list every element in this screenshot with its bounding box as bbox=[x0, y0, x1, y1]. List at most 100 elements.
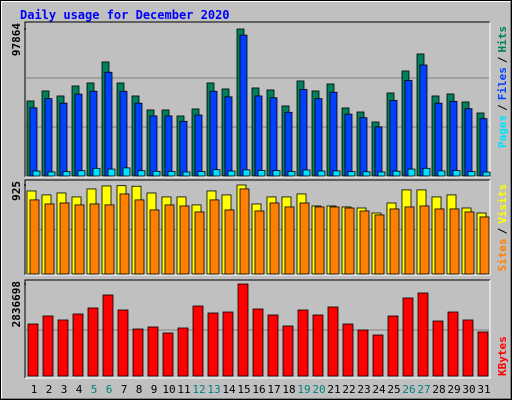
x-tick-label: 2 bbox=[46, 383, 53, 396]
bar bbox=[194, 114, 203, 177]
bar bbox=[132, 328, 144, 377]
x-tick-label: 7 bbox=[121, 383, 128, 396]
bar bbox=[74, 93, 83, 177]
bar bbox=[119, 90, 128, 177]
bar bbox=[257, 170, 266, 177]
bar bbox=[42, 315, 54, 377]
panel-shadow bbox=[24, 179, 490, 275]
bar bbox=[104, 71, 113, 177]
bar bbox=[297, 309, 309, 377]
bar bbox=[434, 102, 443, 177]
bar bbox=[282, 325, 294, 377]
bar bbox=[77, 170, 86, 177]
bar bbox=[357, 329, 369, 377]
bar bbox=[179, 120, 188, 177]
bar bbox=[92, 167, 101, 177]
x-tick-label: 23 bbox=[357, 383, 370, 396]
x-tick-label: 29 bbox=[447, 383, 460, 396]
panel-shadow bbox=[24, 21, 490, 177]
x-tick-label: 12 bbox=[192, 383, 205, 396]
bar bbox=[89, 90, 98, 177]
bar bbox=[299, 202, 310, 275]
bar bbox=[137, 170, 146, 177]
bar bbox=[119, 193, 130, 275]
bar bbox=[359, 210, 370, 275]
bar bbox=[167, 171, 176, 177]
x-tick-label: 19 bbox=[297, 383, 310, 396]
x-tick-label: 10 bbox=[162, 383, 175, 396]
x-tick-label: 3 bbox=[61, 383, 68, 396]
x-tick-label: 1 bbox=[31, 383, 38, 396]
legend: KBytes bbox=[496, 336, 509, 376]
legend-separator: / bbox=[496, 104, 509, 111]
bar bbox=[222, 311, 234, 377]
bar bbox=[269, 202, 280, 275]
bar bbox=[194, 211, 205, 275]
bar bbox=[482, 171, 491, 177]
bar bbox=[312, 314, 324, 377]
bar bbox=[422, 167, 431, 177]
bar bbox=[254, 210, 265, 275]
bar bbox=[149, 209, 160, 275]
x-tick-label: 24 bbox=[372, 383, 386, 396]
bar bbox=[152, 170, 161, 177]
bar bbox=[329, 206, 340, 275]
bar bbox=[449, 208, 460, 275]
bar bbox=[452, 170, 461, 177]
bar bbox=[387, 315, 399, 377]
x-tick-label: 20 bbox=[312, 383, 325, 396]
bar bbox=[57, 319, 69, 377]
bar bbox=[404, 206, 415, 275]
bar bbox=[462, 319, 474, 377]
bar bbox=[134, 199, 145, 275]
bar bbox=[74, 204, 85, 275]
bar bbox=[449, 100, 458, 177]
bar bbox=[314, 206, 325, 275]
bar bbox=[89, 203, 100, 275]
bar bbox=[87, 307, 99, 377]
bar bbox=[102, 294, 114, 377]
panel-highlight bbox=[25, 280, 491, 379]
x-tick-label: 15 bbox=[237, 383, 250, 396]
x-tick-label: 5 bbox=[91, 383, 98, 396]
bar bbox=[359, 117, 368, 177]
bar bbox=[239, 34, 248, 177]
bar bbox=[182, 171, 191, 177]
bar bbox=[344, 113, 353, 177]
bar bbox=[407, 168, 416, 177]
bar bbox=[62, 171, 71, 177]
bar bbox=[287, 171, 296, 177]
bar bbox=[44, 203, 55, 275]
bar bbox=[419, 205, 430, 275]
bar bbox=[374, 214, 385, 275]
bar bbox=[377, 171, 386, 177]
bar bbox=[327, 306, 339, 377]
bar bbox=[252, 308, 264, 377]
bar bbox=[117, 309, 129, 377]
bar bbox=[207, 312, 219, 377]
bar bbox=[389, 100, 398, 177]
bar bbox=[477, 331, 489, 377]
bar bbox=[44, 98, 53, 177]
bar bbox=[164, 204, 175, 275]
legend-entry: Files bbox=[496, 67, 509, 100]
legend-separator: / bbox=[496, 56, 509, 63]
bar bbox=[299, 89, 308, 177]
bar bbox=[437, 170, 446, 177]
x-tick-label: 28 bbox=[432, 383, 445, 396]
bar bbox=[224, 209, 235, 275]
panel-shadow bbox=[24, 279, 490, 378]
x-tick-label: 14 bbox=[222, 383, 236, 396]
bar bbox=[209, 199, 220, 275]
x-tick-label: 6 bbox=[106, 383, 113, 396]
bar bbox=[147, 326, 159, 377]
x-tick-label: 16 bbox=[252, 383, 265, 396]
bar bbox=[479, 118, 488, 177]
bar bbox=[209, 90, 218, 177]
bar bbox=[467, 171, 476, 177]
bar bbox=[267, 314, 279, 377]
legend-entry: Sites bbox=[496, 238, 509, 271]
x-tick-label: 31 bbox=[477, 383, 490, 396]
